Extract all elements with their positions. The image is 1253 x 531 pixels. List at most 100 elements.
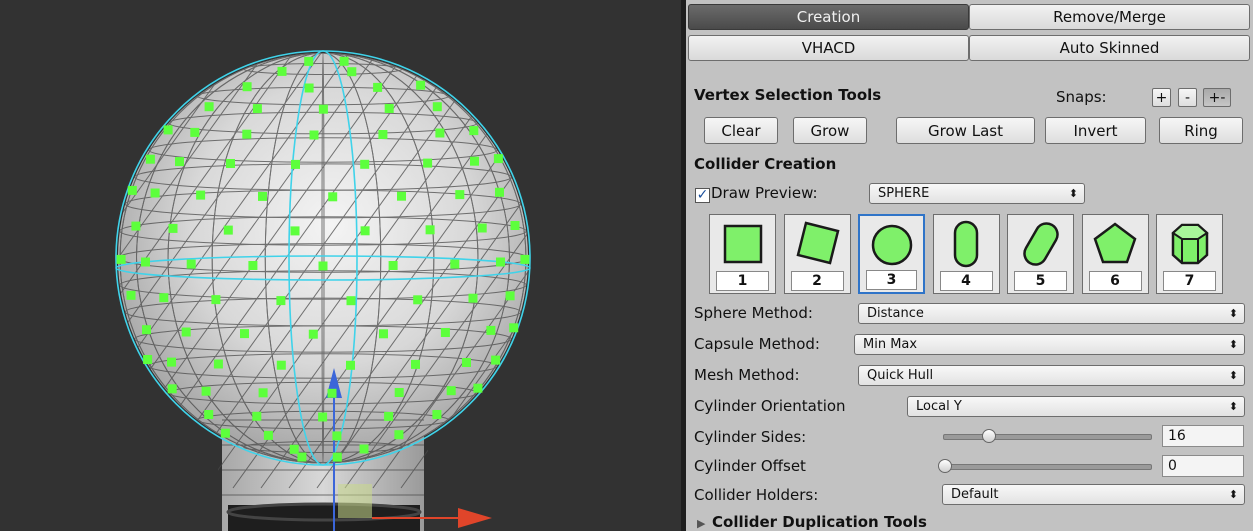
sphere-method-value: Distance	[867, 306, 924, 321]
vertex-marker	[263, 430, 273, 440]
vertex-marker	[211, 295, 221, 305]
vertex-marker	[423, 158, 433, 168]
inspector-panel: Creation Remove/Merge VHACD Auto Skinned…	[686, 0, 1253, 531]
cylinder-sides-field[interactable]: 16	[1162, 425, 1244, 447]
vertex-marker	[347, 67, 357, 77]
shape-number-label: 5	[1014, 271, 1067, 291]
cylinder-offset-slider-handle[interactable]	[938, 459, 952, 473]
vertex-marker	[304, 56, 314, 66]
cylinder-offset-track[interactable]	[943, 464, 1152, 470]
dropdown-arrow-icon: ⬍	[1228, 400, 1238, 413]
vertex-marker	[332, 452, 342, 462]
tab-vhacd[interactable]: VHACD	[688, 35, 969, 61]
dropdown-arrow-icon: ⬍	[1228, 369, 1238, 382]
vertex-marker	[308, 329, 318, 339]
vertex-marker	[277, 66, 287, 76]
vertex-marker	[258, 191, 267, 201]
vertex-marker	[204, 102, 214, 112]
vertex-marker	[384, 411, 394, 421]
vertex-marker	[397, 191, 406, 201]
sphere-method-dropdown[interactable]: Distance ⬍	[858, 303, 1245, 324]
snap-toggle-button[interactable]: +-	[1203, 88, 1231, 107]
sphere-icon	[860, 216, 923, 274]
vertex-marker	[258, 388, 268, 398]
draw-preview-checkbox[interactable]: ✓	[695, 187, 710, 203]
box-icon	[710, 215, 775, 273]
snap-remove-button[interactable]: -	[1178, 88, 1197, 107]
snap-add-button[interactable]: +	[1152, 88, 1171, 107]
capsule-method-dropdown[interactable]: Min Max ⬍	[854, 334, 1245, 355]
grow-button[interactable]: Grow	[793, 117, 867, 144]
vertex-marker	[493, 154, 503, 164]
vertex-marker	[462, 358, 471, 367]
dropdown-arrow-icon: ⬍	[1228, 488, 1238, 501]
cylinder-orientation-label: Cylinder Orientation	[694, 397, 846, 415]
vertex-marker	[432, 410, 442, 419]
collider-shape-button-1[interactable]: 1	[709, 214, 776, 294]
panel-divider[interactable]	[681, 0, 686, 531]
collider-shape-button-5[interactable]: 5	[1007, 214, 1074, 294]
cylinder-orientation-dropdown[interactable]: Local Y ⬍	[907, 396, 1245, 417]
sphere-preview-wireframe	[115, 50, 531, 466]
vertex-marker	[440, 328, 450, 337]
shape-number-label: 3	[866, 270, 917, 290]
cylinder-icon	[1157, 215, 1222, 273]
vertex-marker	[455, 190, 465, 200]
vertex-marker	[141, 257, 150, 267]
vertex-marker	[196, 190, 206, 200]
preview-type-dropdown[interactable]: SPHERE ⬍	[869, 183, 1085, 204]
cylinder-offset-field[interactable]: 0	[1162, 455, 1244, 477]
foldout-arrow-icon[interactable]: ▶	[697, 517, 706, 530]
clear-button[interactable]: Clear	[704, 117, 778, 144]
cylinder-sides-track[interactable]	[943, 434, 1152, 440]
dropdown-arrow-icon: ⬍	[1068, 187, 1078, 200]
collider-shape-button-6[interactable]: 6	[1081, 214, 1149, 294]
vertex-marker	[432, 102, 442, 112]
vertex-marker	[509, 323, 519, 333]
mesh-method-dropdown[interactable]: Quick Hull ⬍	[858, 365, 1245, 386]
vertex-marker	[248, 261, 258, 270]
scene-viewport[interactable]	[0, 0, 681, 531]
vertex-marker	[175, 157, 184, 167]
invert-button[interactable]: Invert	[1045, 117, 1146, 144]
tab-auto-skinned[interactable]: Auto Skinned	[969, 35, 1250, 61]
dropdown-arrow-icon: ⬍	[1228, 338, 1238, 351]
ring-button[interactable]: Ring	[1159, 117, 1243, 144]
tab-remove-merge[interactable]: Remove/Merge	[969, 4, 1250, 30]
vertex-marker	[145, 154, 155, 164]
vertex-marker	[190, 127, 200, 137]
collider-shape-button-2[interactable]: 2	[783, 214, 851, 294]
cylinder-orientation-value: Local Y	[916, 399, 962, 414]
vertex-marker	[276, 296, 286, 306]
vertex-marker	[477, 223, 487, 233]
sphere-method-label: Sphere Method:	[694, 304, 813, 322]
collider-shape-button-3[interactable]: 3	[858, 214, 925, 294]
collider-shape-button-4[interactable]: 4	[932, 214, 1000, 294]
vertex-marker	[318, 412, 328, 422]
vertex-marker	[242, 82, 252, 92]
collider-duplication-foldout[interactable]: Collider Duplication Tools	[712, 513, 927, 531]
vertex-marker	[127, 185, 137, 195]
rotated-capsule-icon	[1008, 215, 1073, 273]
tab-creation[interactable]: Creation	[688, 4, 969, 30]
vertex-marker	[201, 386, 211, 396]
vertex-marker	[378, 130, 388, 139]
grow-last-button[interactable]: Grow Last	[896, 117, 1035, 144]
cylinder-offset-label: Cylinder Offset	[694, 457, 806, 475]
vertex-marker	[359, 444, 369, 454]
vertex-marker	[446, 386, 456, 396]
vertex-marker	[416, 80, 426, 90]
vertex-marker	[450, 259, 460, 269]
vertex-marker	[186, 259, 196, 269]
capsule-icon	[934, 215, 999, 273]
cylinder-sides-slider-handle[interactable]	[982, 429, 996, 443]
vertex-marker	[297, 452, 307, 462]
vertex-marker	[318, 104, 328, 114]
vertex-marker	[394, 430, 404, 440]
vertex-marker	[318, 261, 328, 271]
vertex-marker	[510, 221, 520, 230]
collider-holders-dropdown[interactable]: Default ⬍	[942, 484, 1245, 505]
shape-number-label: 2	[790, 271, 844, 291]
vertex-marker	[360, 159, 370, 169]
collider-shape-button-7[interactable]: 7	[1156, 214, 1223, 294]
